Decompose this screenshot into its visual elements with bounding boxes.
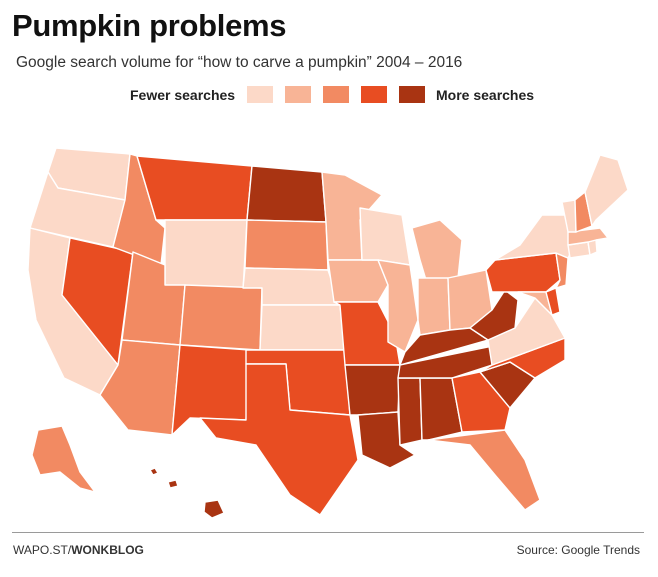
us-choropleth-map — [27, 147, 629, 519]
state-tn — [397, 344, 499, 379]
legend-swatch-5 — [399, 86, 425, 103]
state-la — [357, 411, 416, 469]
footer-source: Source: Google Trends — [516, 543, 640, 557]
legend-low-label: Fewer searches — [130, 87, 236, 103]
state-ak — [31, 425, 96, 493]
state-tx — [199, 363, 359, 516]
state-wi — [359, 207, 411, 266]
footer-credit: WAPO.ST/WONKBLOG — [13, 543, 144, 557]
legend-swatch-4 — [361, 86, 387, 103]
state-de — [545, 287, 561, 316]
credit-bold: WONKBLOG — [71, 543, 144, 557]
state-wy — [164, 219, 248, 291]
state-me — [584, 154, 629, 227]
footer-divider — [12, 532, 644, 533]
state-in — [417, 277, 451, 336]
state-ks — [259, 304, 346, 351]
state-fl — [427, 429, 541, 511]
state-wv — [469, 289, 519, 341]
state-ny — [494, 214, 576, 261]
color-legend: Fewer searches More searches — [0, 84, 658, 106]
legend-high-label: More searches — [436, 87, 535, 103]
state-ma — [567, 227, 609, 246]
chart-title: Pumpkin problems — [12, 8, 287, 43]
legend-swatch-2 — [285, 86, 311, 103]
state-ar — [344, 364, 401, 416]
state-ms — [397, 377, 423, 446]
state-nd — [246, 165, 327, 223]
legend-swatch-3 — [323, 86, 349, 103]
state-co — [179, 284, 263, 351]
credit-prefix: WAPO.ST/ — [13, 543, 72, 557]
state-ia — [327, 259, 389, 303]
state-ga — [451, 371, 511, 433]
legend-swatch-1 — [247, 86, 273, 103]
state-mi — [411, 219, 463, 281]
chart-subtitle: Google search volume for “how to carve a… — [16, 54, 463, 71]
state-mt — [136, 155, 253, 221]
state-hi-island-2 — [167, 479, 179, 489]
state-hi-island-3 — [203, 499, 225, 519]
state-sd — [244, 219, 329, 271]
state-hi — [149, 467, 159, 476]
